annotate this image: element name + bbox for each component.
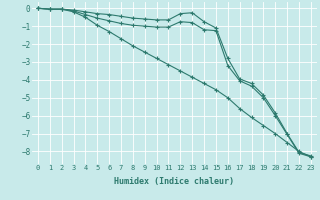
X-axis label: Humidex (Indice chaleur): Humidex (Indice chaleur): [115, 177, 234, 186]
